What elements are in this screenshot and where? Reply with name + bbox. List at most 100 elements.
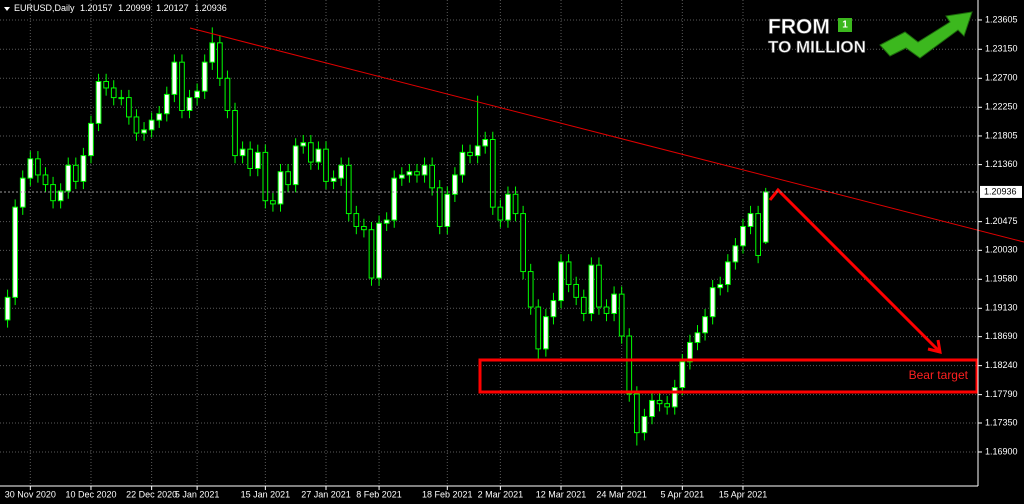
candle-body (361, 225, 367, 231)
x-tick-label: 18 Feb 2021 (422, 489, 473, 499)
candle-body (300, 142, 307, 147)
candle-body (497, 206, 504, 221)
candle-body (141, 129, 147, 134)
x-tick-label: 5 Apr 2021 (661, 489, 705, 499)
y-tick-label: 1.21360 (985, 159, 1018, 169)
candle-body (724, 261, 731, 285)
candle-body (285, 171, 291, 186)
candle-body (217, 42, 223, 79)
candle-body (611, 293, 617, 314)
candle-body (421, 164, 428, 176)
candle-body (618, 293, 625, 337)
header-high: 1.20999 (118, 3, 151, 13)
candle-body (163, 93, 170, 115)
y-tick-label: 1.17790 (985, 389, 1018, 399)
candle-body (633, 393, 640, 434)
candle-body (224, 77, 231, 111)
x-tick-label: 8 Feb 2021 (356, 489, 402, 499)
candle-body (664, 403, 671, 408)
candle-body (12, 206, 19, 298)
candle-body (626, 335, 633, 395)
candle-body (543, 316, 549, 350)
y-tick-label: 1.18240 (985, 360, 1018, 370)
candle-body (247, 148, 254, 169)
candle-body (383, 219, 390, 224)
x-tick-label: 10 Dec 2020 (65, 489, 116, 499)
candle-body (148, 119, 155, 131)
arrow-head (927, 339, 942, 355)
y-tick-label: 1.16900 (985, 446, 1018, 456)
candle-body (156, 113, 163, 121)
header-close: 1.20936 (194, 3, 227, 13)
candle-body (459, 151, 466, 176)
y-tick-label: 1.20475 (985, 216, 1018, 226)
candle-body (558, 261, 564, 302)
x-tick-label: 15 Apr 2021 (719, 489, 768, 499)
x-tick-label: 27 Jan 2021 (301, 489, 351, 499)
target-zone (478, 358, 979, 394)
y-tick-label: 1.21805 (985, 130, 1018, 140)
candle-body (535, 306, 542, 350)
candle-body (65, 164, 72, 192)
candle-body (186, 97, 193, 111)
candle-body (171, 61, 178, 95)
candle-body (338, 164, 345, 179)
candle-body (72, 164, 79, 182)
candle-body (118, 97, 125, 100)
candle-body (95, 81, 102, 124)
candle-body (512, 193, 519, 215)
trend-line (189, 27, 1024, 243)
logo: FROM 1 TO MILLION (768, 11, 973, 59)
candle-body (762, 191, 769, 243)
x-tick-label: 12 Mar 2021 (536, 489, 587, 499)
candle-body (520, 213, 526, 273)
price-label: 1.20936 (984, 186, 1017, 196)
candle-body (406, 171, 413, 176)
candle-body (694, 332, 701, 343)
candle-body (398, 174, 405, 179)
candle-body (103, 81, 109, 89)
logo-line1: FROM (768, 16, 830, 39)
candle-body (474, 145, 481, 157)
logo-badge-bg (838, 18, 852, 32)
candle-body (110, 87, 117, 99)
arrow (768, 187, 942, 354)
candle-body (596, 264, 602, 308)
candle-body (687, 341, 693, 363)
candle-body (376, 222, 382, 279)
candle-body (345, 164, 352, 215)
header-low: 1.20127 (156, 3, 189, 13)
candle-body (88, 122, 94, 157)
candle-body (133, 116, 140, 134)
logo-arrow (879, 11, 973, 59)
y-tick-label: 1.23150 (985, 44, 1018, 54)
candle-body (42, 174, 49, 186)
candle-body (270, 200, 276, 205)
price-label-bg (980, 185, 1022, 198)
candle-body (671, 387, 678, 408)
candle-body (194, 90, 200, 99)
candle-body (452, 174, 458, 195)
candle-body (307, 142, 314, 163)
candle-body (550, 300, 557, 318)
candle-body (368, 229, 375, 279)
candle-body (603, 306, 610, 314)
candle-body (277, 171, 284, 205)
candle-body (656, 399, 663, 405)
candle-body (4, 296, 11, 321)
x-tick-label: 2 Mar 2021 (478, 489, 524, 499)
candle-body (755, 213, 761, 256)
candle-body (679, 361, 686, 389)
candle-body (232, 109, 238, 157)
candle-body (323, 148, 329, 182)
candle-body (649, 399, 655, 418)
candle-body (489, 138, 496, 208)
candle-body (57, 190, 64, 202)
candle-body (330, 177, 337, 182)
candle-body (27, 158, 34, 179)
y-tick-label: 1.22250 (985, 102, 1018, 112)
candle-body (436, 187, 443, 227)
candle-body (702, 316, 708, 334)
